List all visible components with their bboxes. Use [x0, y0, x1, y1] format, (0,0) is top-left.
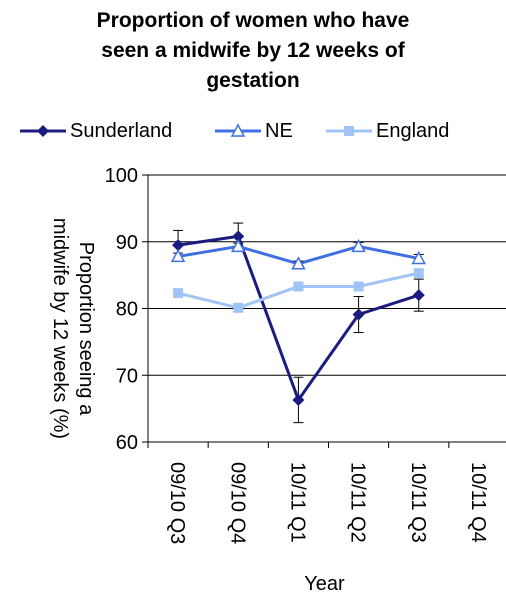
x-tick-label-0: 09/10 Q3: [166, 462, 188, 544]
point-ne-2: [291, 256, 306, 270]
point-ne-3: [351, 238, 366, 253]
legend-item-ne: NE: [213, 117, 293, 145]
legend-item-sunderland: Sunderland: [18, 117, 172, 145]
point-england-4: [413, 268, 424, 279]
x-tick-label-2: 10/11 Q1: [286, 462, 308, 543]
point-england-0: [173, 288, 184, 299]
legend-label-england: England: [376, 119, 450, 142]
chart-title: Proportion of women who have seen a midw…: [0, 6, 506, 96]
point-sunderland-2: [292, 393, 305, 406]
y-axis-title-line-1: Proportion seeing a: [75, 242, 97, 416]
x-tick-label-5: 10/11 Q4: [467, 462, 489, 543]
legend-marker-england: [326, 126, 372, 136]
y-tick-label-70: 70: [116, 365, 138, 387]
y-tick-label-80: 80: [116, 299, 138, 321]
point-england-1: [233, 302, 244, 313]
chart-title-line-1: Proportion of women who have: [96, 9, 410, 32]
legend-marker-ne: [215, 123, 261, 137]
point-england-2: [293, 281, 304, 292]
x-tick-label-4: 10/11 Q3: [407, 462, 429, 543]
y-tick-label-60: 60: [116, 432, 138, 454]
chart-title-line-3: gestation: [206, 69, 300, 92]
x-tick-label-3: 10/11 Q2: [347, 462, 369, 543]
y-tick-label-100: 100: [105, 165, 138, 187]
x-tick-label-1: 09/10 Q4: [226, 462, 248, 544]
point-england-3: [353, 281, 364, 292]
point-ne-1: [230, 238, 246, 253]
chart-legend: Sunderland NE England: [0, 117, 506, 145]
chart-title-line-2: seen a midwife by 12 weeks of: [101, 39, 405, 62]
point-ne-4: [411, 250, 427, 265]
point-ne-0: [170, 248, 186, 263]
point-sunderland-1: [232, 230, 245, 243]
legend-item-england: England: [324, 117, 449, 145]
point-sunderland-4: [412, 289, 425, 302]
legend-label-ne: NE: [265, 119, 293, 142]
y-tick-label-90: 90: [116, 232, 138, 254]
x-axis-title: Year: [304, 573, 345, 595]
y-axis-title-line-2: midwife by 12 weeks (%): [49, 218, 71, 439]
point-sunderland-0: [172, 239, 185, 252]
legend-marker-sunderland: [20, 125, 66, 137]
point-sunderland-3: [352, 308, 365, 321]
legend-label-sunderland: Sunderland: [70, 119, 173, 142]
